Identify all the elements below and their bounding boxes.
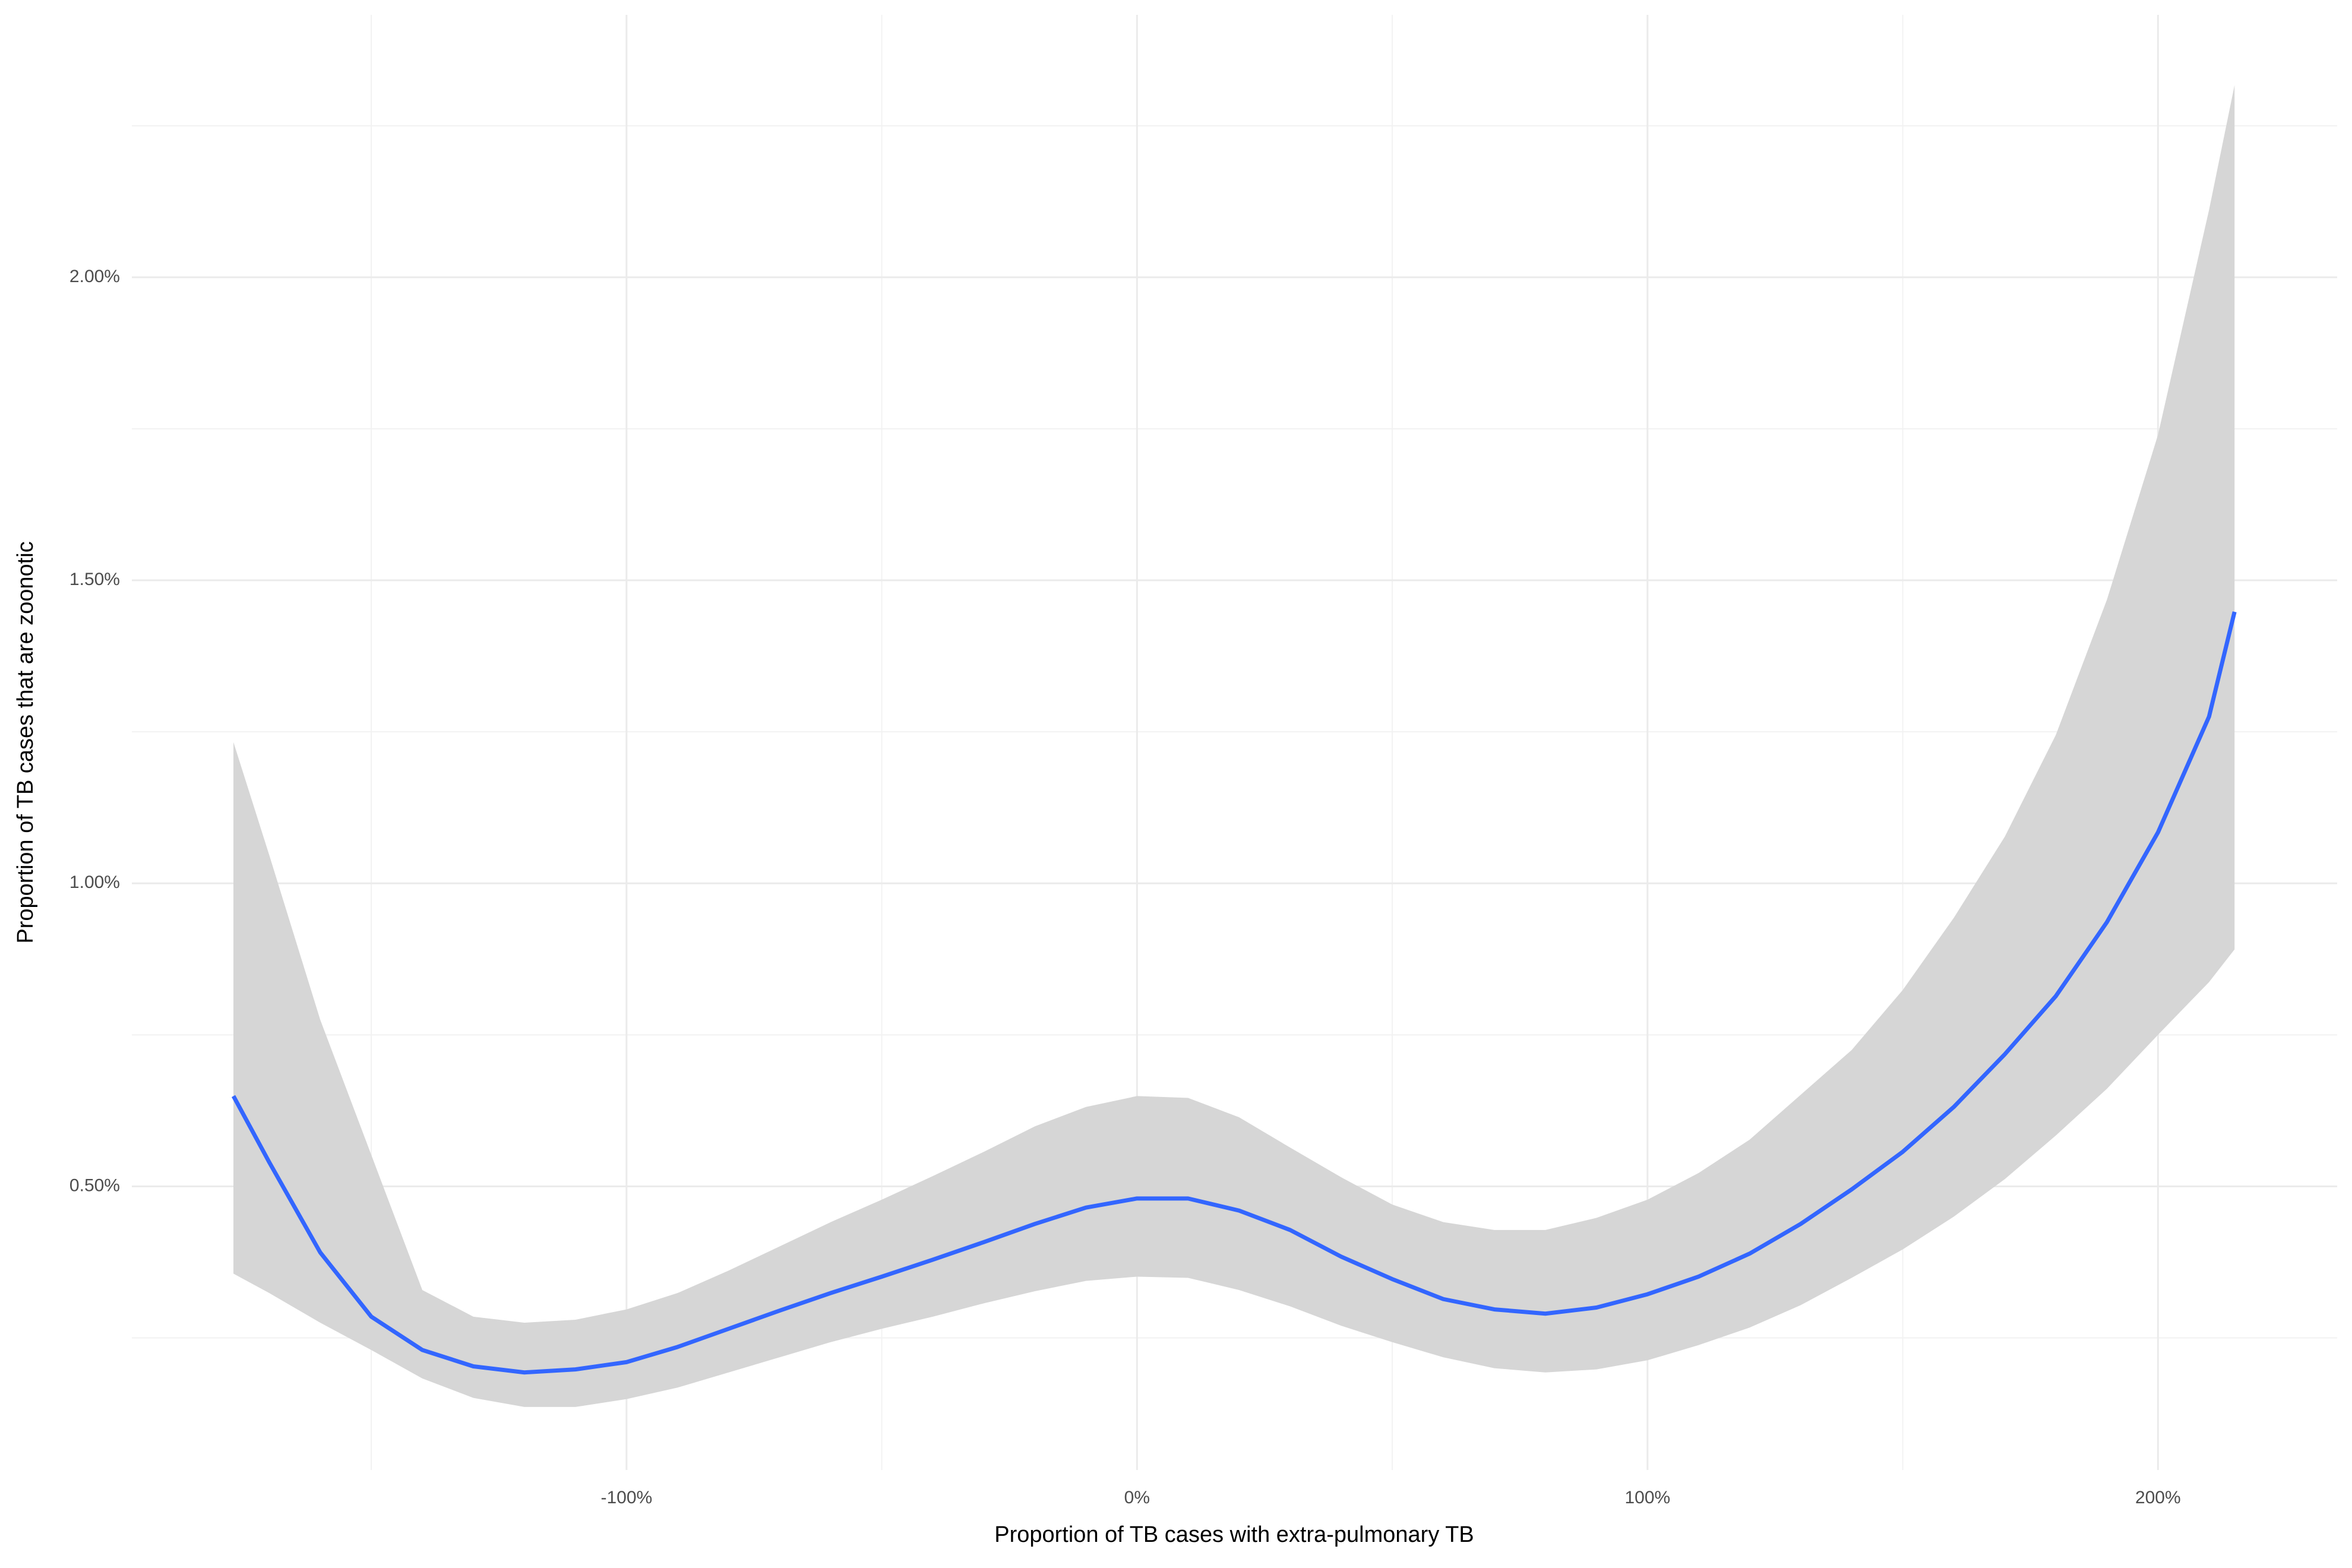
smooth-line [231,611,2237,1375]
x-tick-label: -100% [600,1488,652,1507]
x-tick-label: 100% [1624,1488,1670,1507]
y-tick-label: 1.00% [69,872,120,892]
confidence-band [233,85,2235,1407]
y-axis-title: Proportion of TB cases that are zoonotic [13,541,38,943]
x-tick-label: 200% [2135,1488,2181,1507]
y-tick-label: 0.50% [69,1175,120,1195]
x-axis-title: Proportion of TB cases with extra-pulmon… [994,1522,1474,1547]
marks [231,85,2237,1407]
x-tick-label: 0% [1124,1488,1150,1507]
y-tick-label: 2.00% [69,267,120,286]
y-tick-label: 1.50% [69,570,120,589]
